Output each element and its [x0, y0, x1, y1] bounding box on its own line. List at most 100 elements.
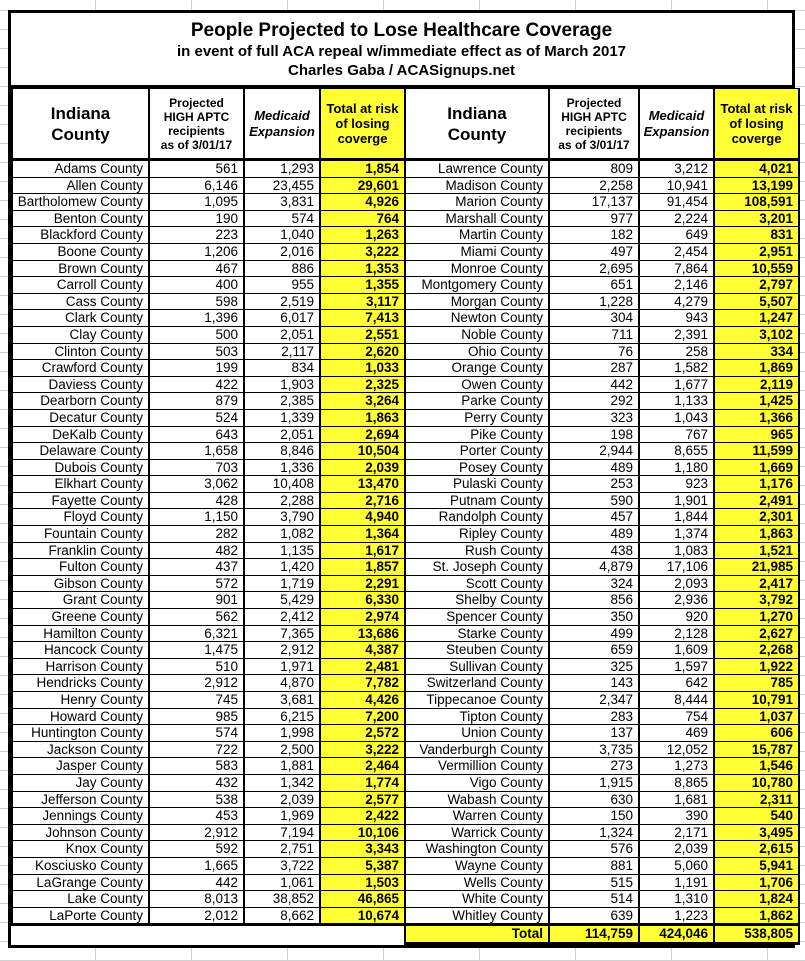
medicaid-cell: 1,273: [638, 757, 715, 775]
aptc-cell: 590: [548, 491, 640, 510]
total-cell: 3,222: [319, 740, 406, 759]
medicaid-cell: 2,912: [243, 641, 321, 659]
medicaid-cell: 1,082: [243, 525, 321, 543]
table-row: Jennings County 453 1,969 2,422 Warren Count…: [11, 807, 800, 825]
county-cell: Putnam County: [404, 491, 550, 510]
table-row: Gibson County 572 1,719 2,291 Scott County 32…: [11, 574, 800, 593]
table-row: Dearborn County 879 2,385 3,264 Parke County…: [11, 392, 800, 410]
total-cell: 1,863: [713, 525, 800, 543]
medicaid-cell: 2,093: [638, 574, 715, 593]
table-row: Jay County 432 1,342 1,774 Vigo County 1,915 8…: [11, 773, 800, 792]
medicaid-cell: 3,681: [243, 691, 321, 709]
total-cell: 1,862: [713, 906, 800, 926]
aptc-cell: 630: [548, 790, 640, 809]
table-row: Harrison County 510 1,971 2,481 Sullivan Cou…: [11, 657, 800, 676]
county-cell: Crawford County: [11, 359, 150, 377]
total-cell: 2,491: [713, 491, 800, 510]
county-cell: Scott County: [404, 574, 550, 593]
county-cell: Dearborn County: [11, 392, 150, 410]
county-cell: Vermillion County: [404, 757, 550, 775]
county-cell: Grant County: [11, 591, 150, 610]
aptc-cell: 3,735: [548, 740, 640, 759]
medicaid-cell: 1,374: [638, 525, 715, 543]
total-cell: 1,617: [319, 541, 406, 560]
total-cell: 10,780: [713, 773, 800, 792]
aptc-cell: 282: [148, 525, 245, 543]
county-cell: Starke County: [404, 624, 550, 643]
total-cell: 1,546: [713, 757, 800, 775]
aptc-cell: 651: [548, 276, 640, 294]
county-cell: Jackson County: [11, 740, 150, 759]
aptc-cell: 2,695: [548, 259, 640, 278]
aptc-cell: 711: [548, 325, 640, 344]
total-cell: 1,521: [713, 541, 800, 560]
county-cell: Tipton County: [404, 707, 550, 726]
county-cell: Hendricks County: [11, 674, 150, 692]
medicaid-cell: 1,342: [243, 773, 321, 792]
total-cell: 1,922: [713, 657, 800, 676]
total-cell: 10,106: [319, 823, 406, 842]
county-cell: LaPorte County: [11, 906, 150, 926]
aptc-cell: 561: [148, 159, 245, 178]
county-cell: Delaware County: [11, 442, 150, 460]
medicaid-cell: 17,106: [638, 558, 715, 576]
aptc-cell: 283: [548, 707, 640, 726]
total-cell: 7,200: [319, 707, 406, 726]
medicaid-cell: 2,391: [638, 325, 715, 344]
total-cell: 606: [713, 724, 800, 742]
aptc-cell: 1,324: [548, 823, 640, 842]
county-cell: Ripley County: [404, 525, 550, 543]
total-cell: 831: [713, 226, 800, 244]
county-cell: Clinton County: [11, 342, 150, 361]
total-cell: 1,824: [713, 890, 800, 908]
medicaid-cell: 2,051: [243, 325, 321, 344]
aptc-cell: 576: [548, 840, 640, 858]
medicaid-cell: 10,408: [243, 475, 321, 493]
total-cell: 2,797: [713, 276, 800, 294]
county-cell: Perry County: [404, 408, 550, 427]
medicaid-cell: 2,751: [243, 840, 321, 858]
county-cell: Boone County: [11, 242, 150, 261]
medicaid-cell: 7,864: [638, 259, 715, 278]
total-cell: 2,615: [713, 840, 800, 858]
county-cell: Daviess County: [11, 375, 150, 394]
total-aptc-cell: 114,759: [548, 923, 640, 945]
total-cell: 2,417: [713, 574, 800, 593]
county-cell: Pulaski County: [404, 475, 550, 493]
total-cell: 2,039: [319, 458, 406, 477]
total-cell: 108,591: [713, 193, 800, 211]
medicaid-cell: 886: [243, 259, 321, 278]
table-row: Elkhart County 3,062 10,408 13,470 Pulaski C…: [11, 475, 800, 493]
total-cell: 4,926: [319, 193, 406, 211]
medicaid-cell: 1,677: [638, 375, 715, 394]
county-cell: Hamilton County: [11, 624, 150, 643]
medicaid-cell: 2,117: [243, 342, 321, 361]
medicaid-cell: 1,420: [243, 558, 321, 576]
county-cell: Owen County: [404, 375, 550, 394]
total-cell: 7,413: [319, 309, 406, 327]
county-cell: Tippecanoe County: [404, 691, 550, 709]
table-row: DeKalb County 643 2,051 2,694 Pike County 198…: [11, 425, 800, 444]
table-row: Blackford County 223 1,040 1,263 Martin Coun…: [11, 226, 800, 244]
aptc-cell: 574: [148, 724, 245, 742]
medicaid-cell: 1,998: [243, 724, 321, 742]
aptc-cell: 199: [148, 359, 245, 377]
total-cell: 334: [713, 342, 800, 361]
medicaid-cell: 8,662: [243, 906, 321, 926]
county-cell: Monroe County: [404, 259, 550, 278]
aptc-cell: 1,228: [548, 292, 640, 311]
medicaid-cell: 1,681: [638, 790, 715, 809]
total-cell: 2,694: [319, 425, 406, 444]
aptc-cell: 400: [148, 276, 245, 294]
county-cell: Hancock County: [11, 641, 150, 659]
header-row: Indiana County Projected HIGH APTC recip…: [11, 88, 800, 161]
aptc-cell: 223: [148, 226, 245, 244]
total-cell: 1,355: [319, 276, 406, 294]
aptc-cell: 8,013: [148, 890, 245, 908]
total-cell: 2,627: [713, 624, 800, 643]
aptc-cell: 442: [548, 375, 640, 394]
medicaid-cell: 3,790: [243, 508, 321, 527]
table-row: Floyd County 1,150 3,790 4,940 Randolph Coun…: [11, 508, 800, 527]
aptc-cell: 1,206: [148, 242, 245, 261]
medicaid-cell: 2,412: [243, 608, 321, 626]
